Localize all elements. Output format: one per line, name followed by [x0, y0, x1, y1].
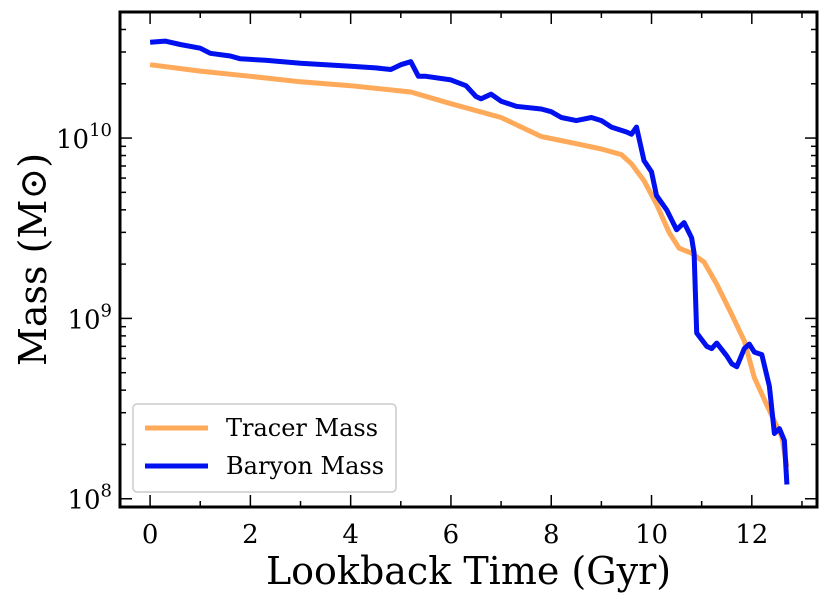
- y-tick-label: 109: [67, 300, 112, 335]
- series-line-tracer-mass: [149, 62, 790, 468]
- x-tick-label: 10: [635, 520, 668, 550]
- x-axis-label: Lookback Time (Gyr): [266, 549, 671, 593]
- x-tick-label: 4: [342, 520, 359, 550]
- legend: Tracer Mass Baryon Mass: [132, 403, 397, 493]
- plot-frame: [118, 10, 819, 509]
- x-tick-label: 0: [142, 520, 159, 550]
- x-tick-label: 8: [543, 520, 560, 550]
- series-line-baryon-mass: [149, 38, 790, 485]
- x-tick-label: 12: [735, 520, 768, 550]
- legend-label-tracer-mass: Tracer Mass: [226, 414, 378, 442]
- y-axis-label: Mass (M⊙): [11, 153, 55, 366]
- y-tick-label: 108: [67, 481, 112, 516]
- x-tick-label: 6: [443, 520, 460, 550]
- legend-label-baryon-mass: Baryon Mass: [226, 452, 384, 480]
- x-tick-label: 2: [242, 520, 259, 550]
- series-lines: [149, 38, 790, 485]
- axis-ticks: [120, 11, 817, 508]
- axis-tick-labels: 0 2 4 6 8 10 12 1010 109 108: [56, 120, 768, 550]
- y-tick-label: 1010: [56, 120, 112, 155]
